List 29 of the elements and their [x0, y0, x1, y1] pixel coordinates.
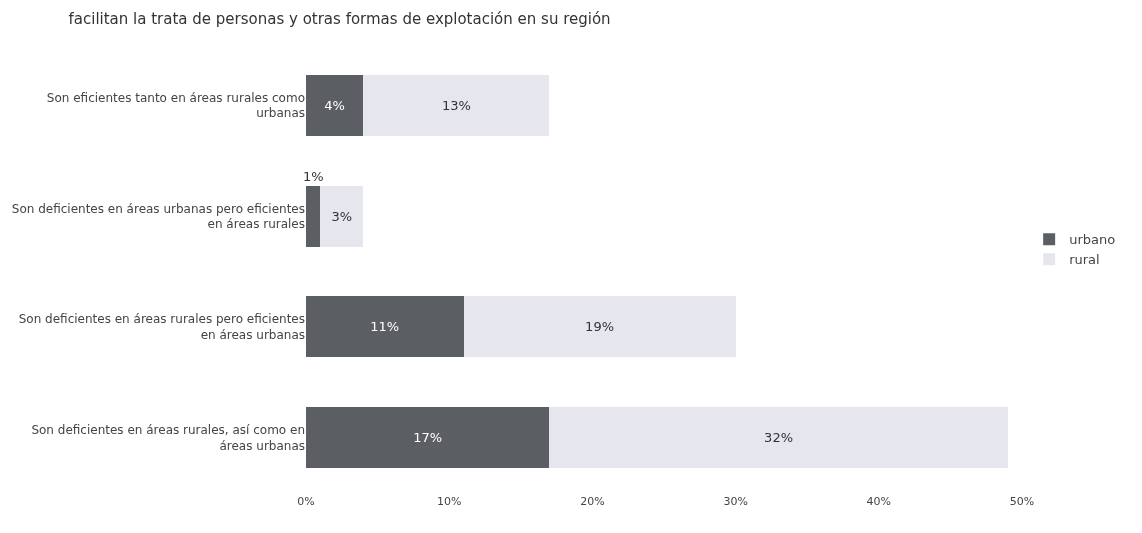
y-tick-label: Son deficientes en áreas rurales pero eficientes en áreas urbanas: [18, 312, 305, 342]
bar: [306, 407, 550, 469]
data-label: 11%: [370, 319, 400, 335]
x-tick-label: 10%: [436, 495, 462, 508]
y-tick-label: Son deficientes en áreas urbanas pero eficientes en áreas rurales: [11, 201, 305, 232]
bar: [363, 74, 550, 136]
x-tick-label: 50%: [1009, 495, 1035, 508]
bar: [320, 185, 364, 247]
data-label: 4%: [324, 97, 345, 113]
chart-title: facilitan la trata de personas y otras formas de explotación en su región: [68, 9, 611, 28]
x-tick-label: 30%: [723, 495, 748, 508]
bar: [306, 296, 464, 358]
x-tick-label: 0%: [297, 495, 315, 508]
data-label: 3%: [331, 208, 353, 224]
data-label: 32%: [764, 430, 794, 446]
bar: [463, 296, 736, 358]
y-tick-label: Son eficientes tanto en áreas rurales como urbanas: [46, 90, 305, 121]
data-label: 17%: [413, 430, 443, 446]
bar: [306, 185, 321, 247]
y-tick-label: Son deficientes en áreas rurales, así como en áreas urbanas: [31, 423, 305, 453]
legend-label: urbano: [1069, 232, 1116, 248]
data-label: 19%: [585, 319, 615, 335]
data-label: 1%: [303, 169, 324, 184]
x-tick-label: 40%: [866, 495, 892, 508]
legend-label: rural: [1069, 252, 1100, 268]
bar: [306, 74, 364, 136]
bar: [549, 407, 1008, 469]
data-label: 13%: [441, 97, 471, 113]
x-tick-label: 20%: [580, 495, 605, 508]
